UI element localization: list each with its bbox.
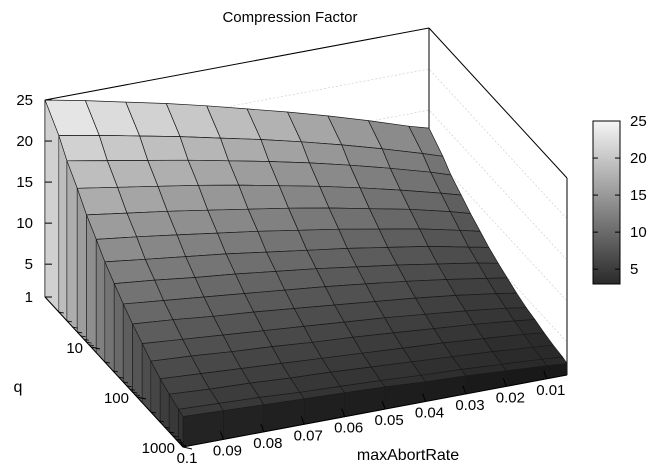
surface-facet xyxy=(58,135,108,162)
y-tick-label: 10 xyxy=(66,340,83,357)
x-tick-label: 0.07 xyxy=(294,427,323,444)
x-tick-label: 0.02 xyxy=(496,389,525,406)
x-tick-mark xyxy=(341,408,346,417)
y-axis-label: q xyxy=(14,379,23,396)
y-tick-mark xyxy=(182,446,193,450)
surface-skirt xyxy=(95,239,106,363)
y-minor-tick xyxy=(150,411,156,414)
z-tick-label: 20 xyxy=(16,133,33,150)
z-tick-label: 5 xyxy=(25,256,33,273)
x-tick-mark xyxy=(502,378,507,387)
surface-skirt xyxy=(86,214,97,354)
y-minor-tick xyxy=(118,376,124,379)
colorbar-tick-label: 5 xyxy=(630,261,638,278)
y-axis-ticks: 1000 100 10 xyxy=(58,311,193,457)
x-tick-label: 0.1 xyxy=(177,450,198,465)
z-tick-label: 15 xyxy=(16,174,33,191)
surface-skirt xyxy=(66,160,78,333)
axis-box-edge xyxy=(428,27,568,179)
colorbar-tick-label: 15 xyxy=(630,187,647,204)
axis-box-front xyxy=(44,296,568,448)
y-minor-tick xyxy=(129,388,135,391)
y-minor-tick xyxy=(80,335,86,338)
surface-skirt xyxy=(58,135,68,322)
y-minor-tick xyxy=(88,344,94,347)
x-tick-mark xyxy=(179,438,184,448)
y-minor-tick xyxy=(172,435,178,438)
x-tick-mark xyxy=(219,431,224,440)
colorbar: 5 10 15 20 25 xyxy=(592,113,647,285)
surface-skirt xyxy=(76,188,87,343)
x-axis-label: maxAbortRate xyxy=(357,447,459,464)
y-minor-tick xyxy=(72,326,78,329)
x-tick-mark xyxy=(260,423,265,433)
y-minor-tick xyxy=(123,381,129,384)
x-tick-label: 0.09 xyxy=(213,442,242,459)
x-tick-mark xyxy=(462,385,467,395)
x-tick-mark xyxy=(422,393,426,402)
y-minor-tick xyxy=(66,320,73,323)
y-tick-mark xyxy=(90,346,101,350)
x-tick-label: 0.06 xyxy=(334,420,363,437)
y-minor-tick xyxy=(86,341,92,344)
x-tick-mark xyxy=(543,370,548,379)
y-minor-tick xyxy=(104,361,110,364)
x-tick-mark xyxy=(300,416,305,425)
z-tick-label: 10 xyxy=(16,215,33,232)
y-minor-tick xyxy=(164,426,170,429)
x-tick-label: 0.04 xyxy=(415,405,444,422)
colorbar-tick-label: 25 xyxy=(630,113,647,130)
colorbar-swatch xyxy=(592,120,621,285)
surface-skirt xyxy=(44,99,60,313)
axis-box-edge xyxy=(182,374,568,448)
y-minor-tick xyxy=(83,338,89,341)
axis-box-edge xyxy=(44,296,184,448)
y-minor-tick xyxy=(134,394,140,397)
y-tick-label: 1000 xyxy=(142,440,175,457)
chart-title: Compression Factor xyxy=(222,9,357,26)
x-tick-label: 0.03 xyxy=(455,397,484,414)
y-minor-tick xyxy=(126,385,132,388)
y-minor-tick xyxy=(169,431,175,434)
z-tick-label: 25 xyxy=(16,92,33,109)
x-tick-mark xyxy=(381,400,386,410)
z-tick-label: 1 xyxy=(25,289,33,306)
y-minor-tick xyxy=(132,391,138,394)
x-axis-ticks: 0.1 0.09 0.08 0.07 0.06 0.05 0.04 0.03 0.02 0.01 xyxy=(177,370,565,465)
y-tick-label: 100 xyxy=(104,390,129,407)
y-minor-tick xyxy=(158,420,165,423)
colorbar-tick-label: 20 xyxy=(630,150,647,167)
y-minor-tick xyxy=(112,370,119,373)
x-tick-label: 0.05 xyxy=(375,412,404,429)
axis-box-edge xyxy=(44,27,430,101)
y-tick-mark xyxy=(136,396,147,400)
y-minor-tick xyxy=(58,311,64,314)
x-tick-label: 0.08 xyxy=(253,435,282,452)
x-tick-label: 0.01 xyxy=(536,382,565,399)
y-minor-tick xyxy=(77,331,83,334)
colorbar-tick-label: 10 xyxy=(630,224,647,241)
